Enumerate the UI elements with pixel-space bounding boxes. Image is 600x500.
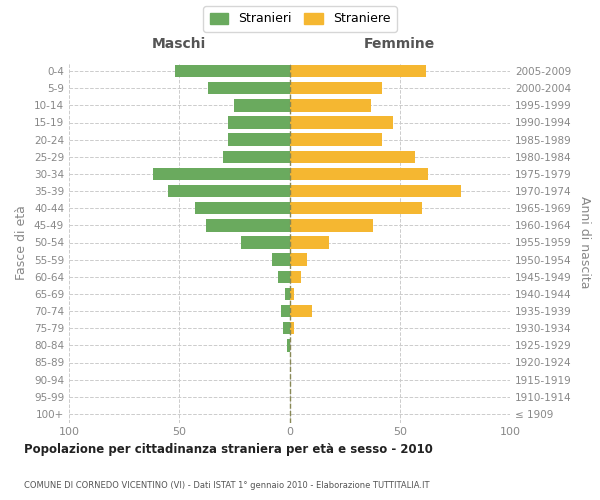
Bar [290,82,382,94]
Legend: Stranieri, Straniere: Stranieri, Straniere [203,6,397,32]
Bar [290,65,426,77]
Bar [206,219,290,232]
Bar [290,270,301,283]
Bar [153,168,290,180]
Bar [168,185,290,197]
Bar [290,202,422,214]
Bar [287,339,290,351]
Bar [285,288,290,300]
Bar [290,185,461,197]
Text: Maschi: Maschi [152,38,206,52]
Bar [290,322,294,334]
Bar [290,168,428,180]
Bar [208,82,290,94]
Y-axis label: Anni di nascita: Anni di nascita [578,196,591,289]
Bar [290,116,393,128]
Bar [278,270,290,283]
Bar [290,134,382,146]
Bar [290,99,371,112]
Text: Popolazione per cittadinanza straniera per età e sesso - 2010: Popolazione per cittadinanza straniera p… [24,442,433,456]
Bar [290,288,294,300]
Y-axis label: Fasce di età: Fasce di età [16,205,28,280]
Bar [228,116,290,128]
Bar [241,236,290,248]
Bar [290,236,329,248]
Bar [290,219,373,232]
Bar [283,322,290,334]
Bar [235,99,290,112]
Text: COMUNE DI CORNEDO VICENTINO (VI) - Dati ISTAT 1° gennaio 2010 - Elaborazione TUT: COMUNE DI CORNEDO VICENTINO (VI) - Dati … [24,480,430,490]
Bar [194,202,290,214]
Bar [228,134,290,146]
Bar [290,254,307,266]
Bar [290,305,311,317]
Bar [223,150,290,163]
Bar [290,150,415,163]
Text: Femmine: Femmine [364,38,436,52]
Bar [281,305,290,317]
Bar [175,65,290,77]
Bar [272,254,290,266]
